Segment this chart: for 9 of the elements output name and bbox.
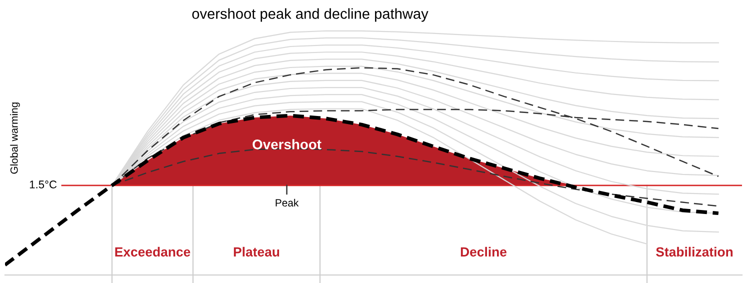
chart-title: overshoot peak and decline pathway — [192, 8, 428, 22]
annotation: Plateau — [234, 246, 280, 257]
annotation: Stabilization — [656, 246, 733, 257]
annotation: Exceedance — [115, 246, 190, 257]
annotation: Peak — [276, 198, 299, 207]
annotation: Decline — [460, 246, 507, 257]
y-axis-title: Global warming — [10, 102, 20, 174]
series-label: Overshoot — [252, 139, 322, 150]
ref-line-label: 1.5°C — [30, 180, 57, 188]
